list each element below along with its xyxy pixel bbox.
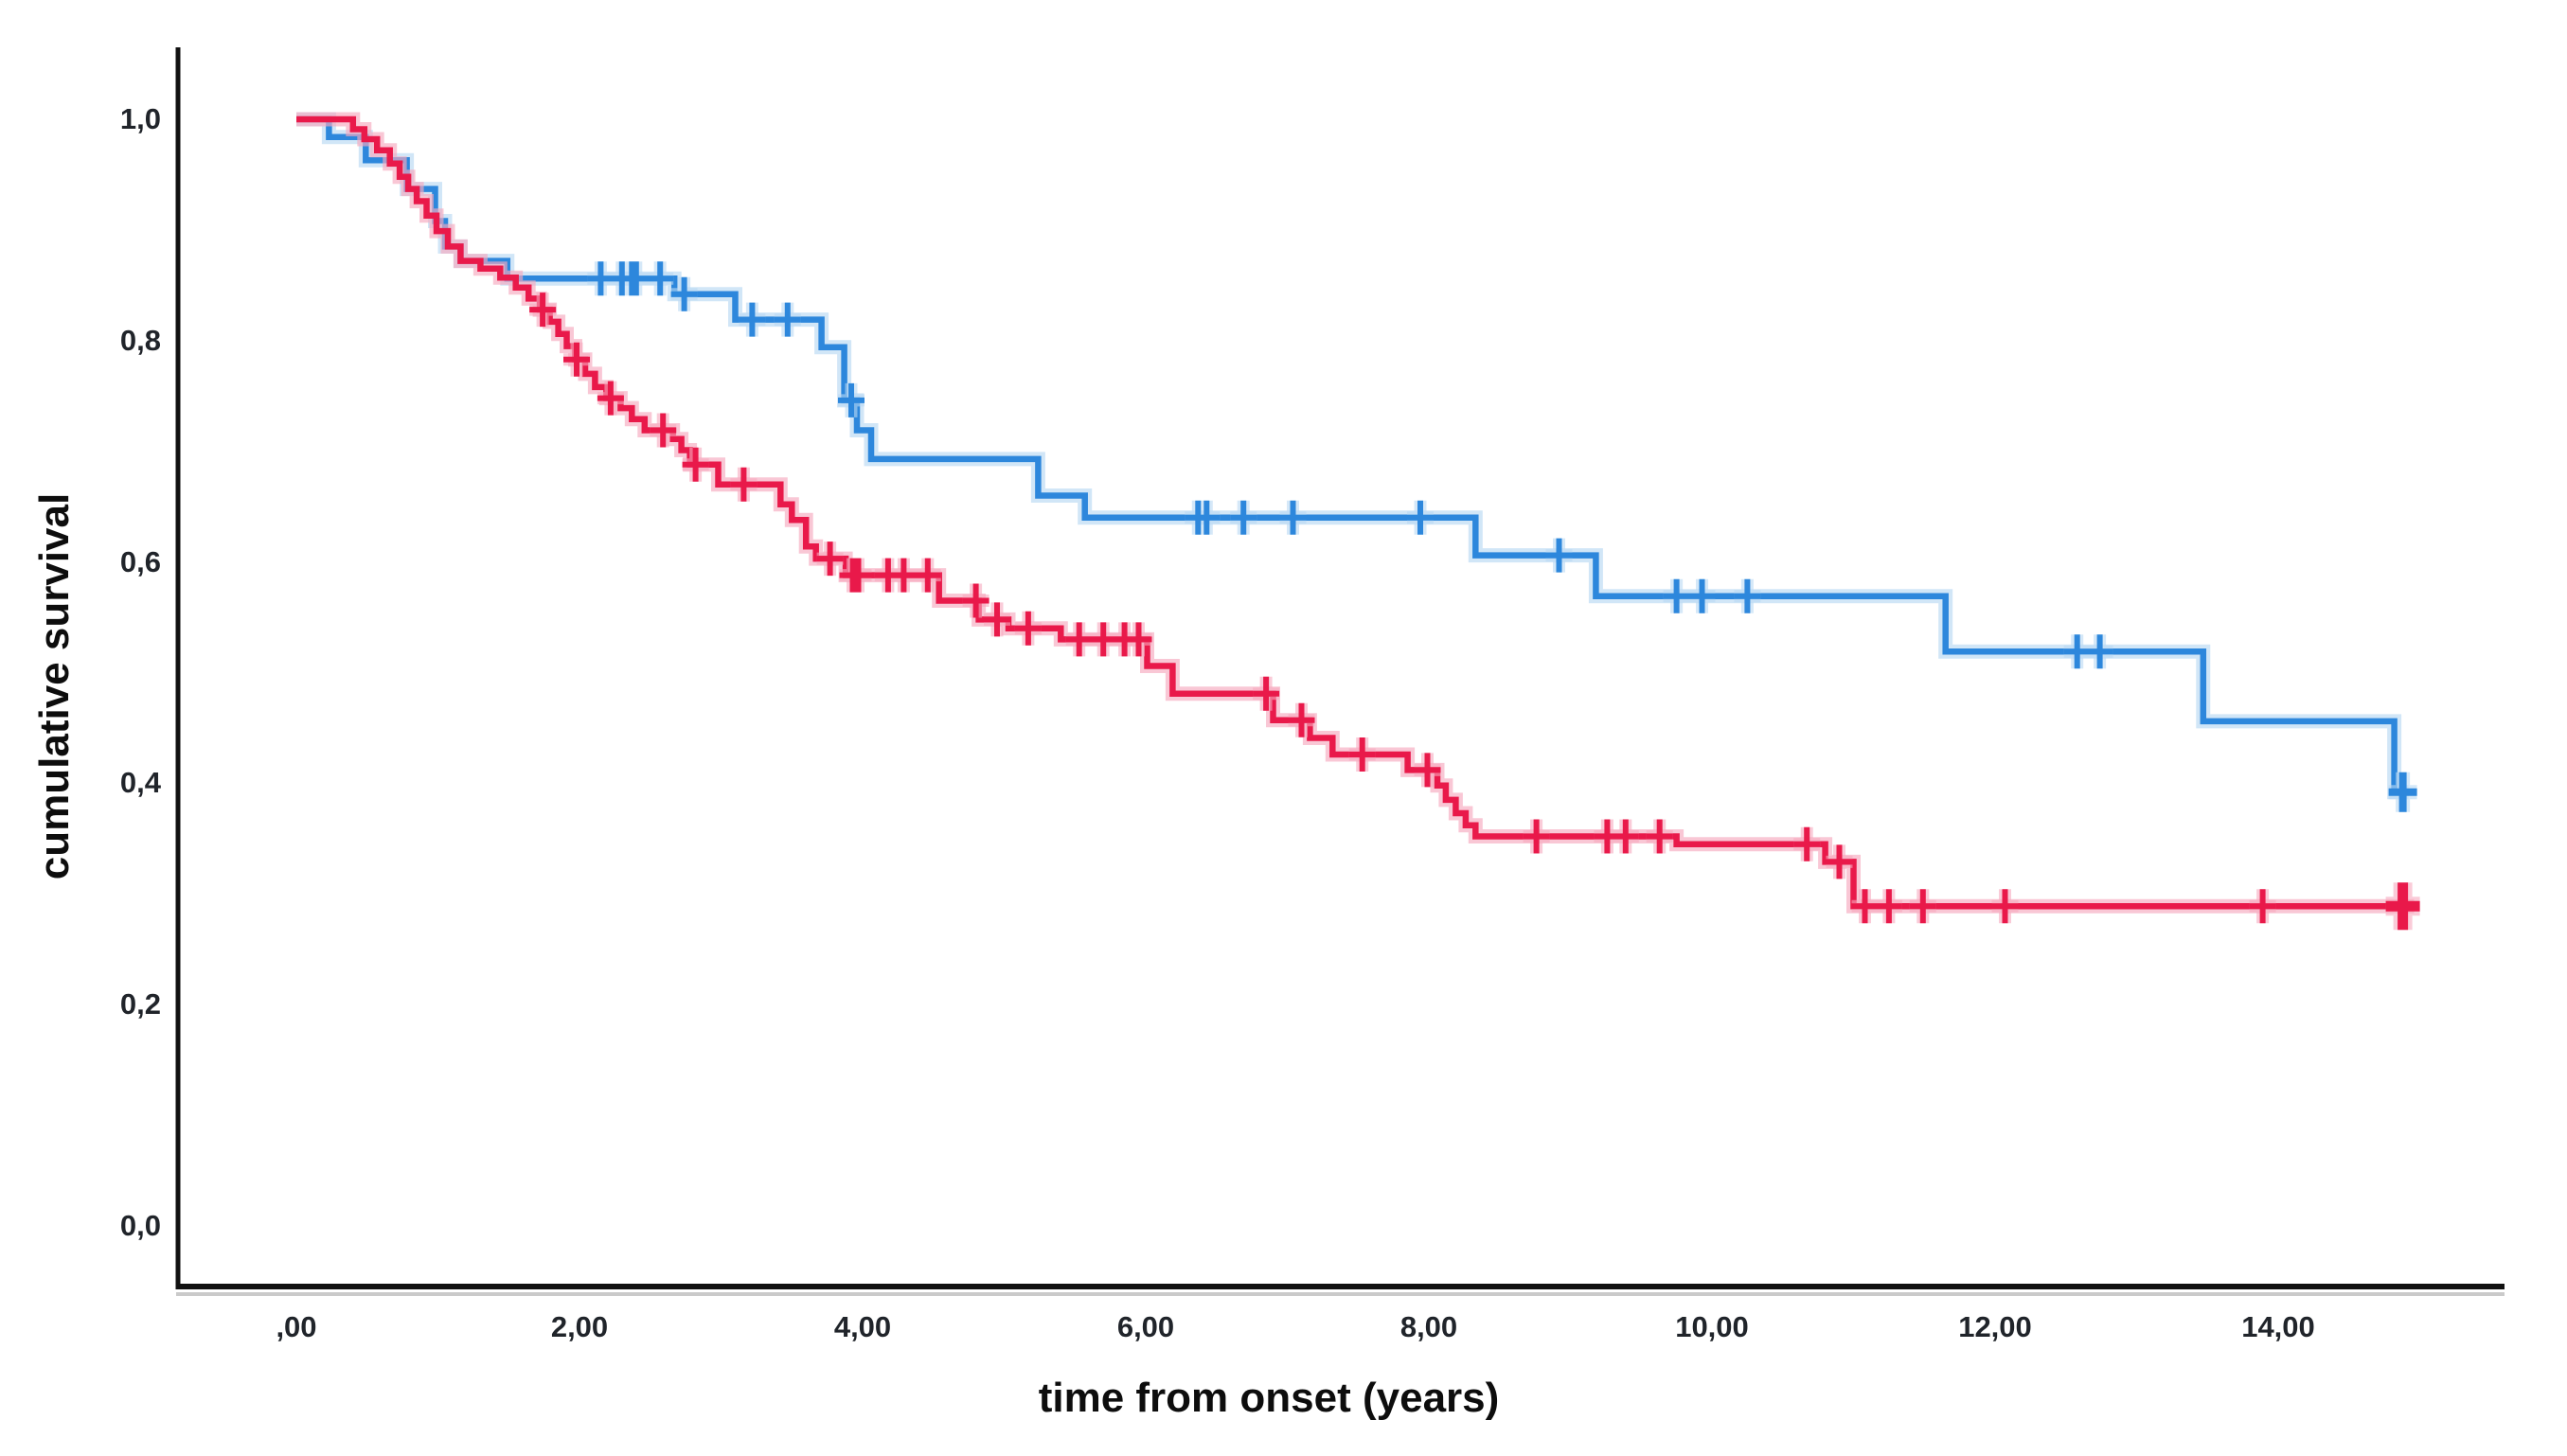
y-tick-label-0,4: 0,4 — [119, 766, 161, 800]
x-tick-label-,00: ,00 — [276, 1310, 317, 1343]
survival-curve-halo-group-blue — [296, 112, 2409, 800]
x-tick-label-2,00: 2,00 — [550, 1310, 609, 1343]
y-tick-label-0,8: 0,8 — [119, 323, 161, 357]
x-tick-label-12,00: 12,00 — [1958, 1310, 2032, 1343]
x-tick-label-14,00: 14,00 — [2241, 1310, 2315, 1343]
x-tick-label-4,00: 4,00 — [833, 1310, 892, 1343]
survival-curve-group-blue — [296, 115, 2409, 796]
x-tick-label-6,00: 6,00 — [1116, 1310, 1175, 1343]
x-tick-label-10,00: 10,00 — [1675, 1310, 1749, 1343]
y-tick-label-1,0: 1,0 — [119, 102, 161, 135]
terminal-censor-group-blue — [2388, 772, 2417, 812]
censor-marks-group-blue — [587, 261, 2113, 669]
y-tick-label-0,0: 0,0 — [119, 1209, 161, 1242]
terminal-censor-group-red — [2385, 882, 2420, 931]
censor-marks-group-red — [529, 293, 2276, 924]
x-axis-title: time from onset (years) — [1038, 1375, 1500, 1421]
y-tick-label-0,2: 0,2 — [119, 987, 161, 1021]
x-tick-label-8,00: 8,00 — [1399, 1310, 1458, 1343]
y-tick-label-0,6: 0,6 — [119, 544, 161, 578]
y-axis-title: cumulative survival — [31, 492, 78, 880]
censor-marks-halo-group-red — [529, 293, 2276, 924]
